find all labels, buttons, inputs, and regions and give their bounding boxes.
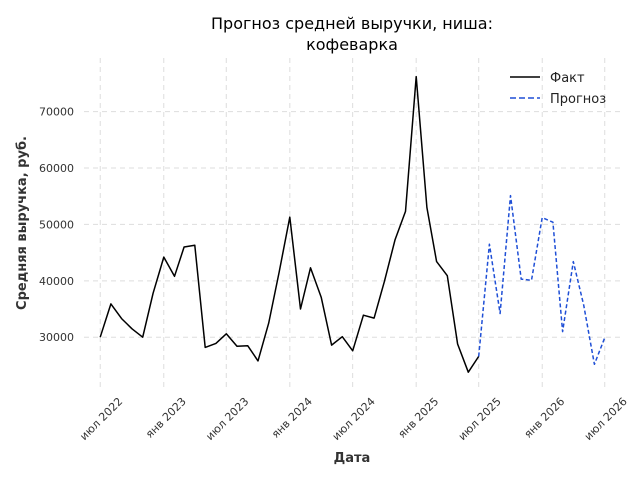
chart-title-line-1: Прогноз средней выручки, ниша: [211, 14, 493, 33]
series-line-forecast [477, 194, 606, 366]
x-axis-label: Дата [334, 451, 371, 466]
chart-legend: Факт Прогноз [510, 71, 606, 107]
y-tick-label: 60000 [39, 162, 74, 175]
series-line-fact [99, 75, 480, 373]
y-tick-label: 70000 [39, 106, 74, 119]
chart-series-layer [99, 75, 606, 373]
chart-title-line-2: кофеварка [306, 35, 398, 54]
y-tick-label: 50000 [39, 218, 74, 231]
y-tick-label: 40000 [39, 275, 74, 288]
legend-label-forecast: Прогноз [550, 92, 606, 107]
legend-label-fact: Факт [550, 71, 585, 86]
y-axis-label: Средняя выручка, руб. [15, 136, 30, 310]
y-axis-ticks: 30000 40000 50000 60000 70000 [39, 106, 74, 345]
y-tick-label: 30000 [39, 331, 74, 344]
